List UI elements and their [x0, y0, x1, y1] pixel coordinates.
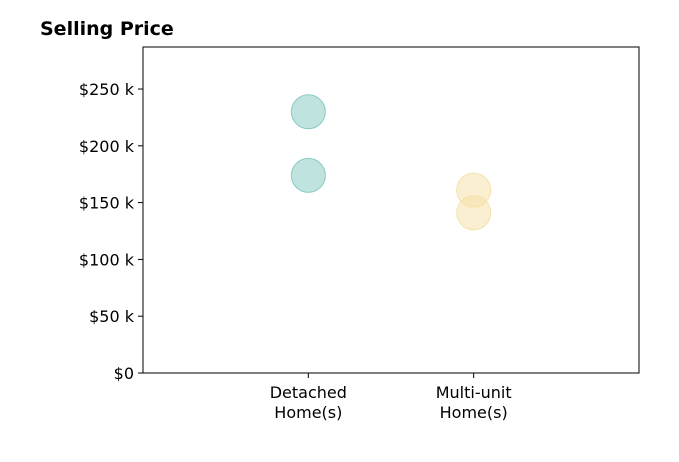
x-tick-label: Home(s) — [440, 403, 508, 422]
x-tick-label: Home(s) — [274, 403, 342, 422]
data-point — [456, 195, 492, 231]
data-point — [290, 94, 326, 130]
data-markers — [290, 94, 492, 231]
y-tick-label: $250 k — [79, 80, 135, 99]
y-tick-label: $150 k — [79, 194, 135, 213]
chart-title: Selling Price — [40, 18, 174, 40]
y-tick-label: $50 k — [89, 307, 135, 326]
y-axis: $0 $50 k $100 k $150 k $200 k $250 k — [79, 80, 143, 383]
y-tick-label: $200 k — [79, 137, 135, 156]
y-tick-label: $0 — [114, 364, 134, 383]
y-tick-label: $100 k — [79, 250, 135, 269]
plot-frame — [142, 46, 640, 374]
x-tick-label: Multi-unit — [436, 383, 512, 402]
data-point — [290, 157, 326, 193]
x-tick-label: Detached — [270, 383, 347, 402]
